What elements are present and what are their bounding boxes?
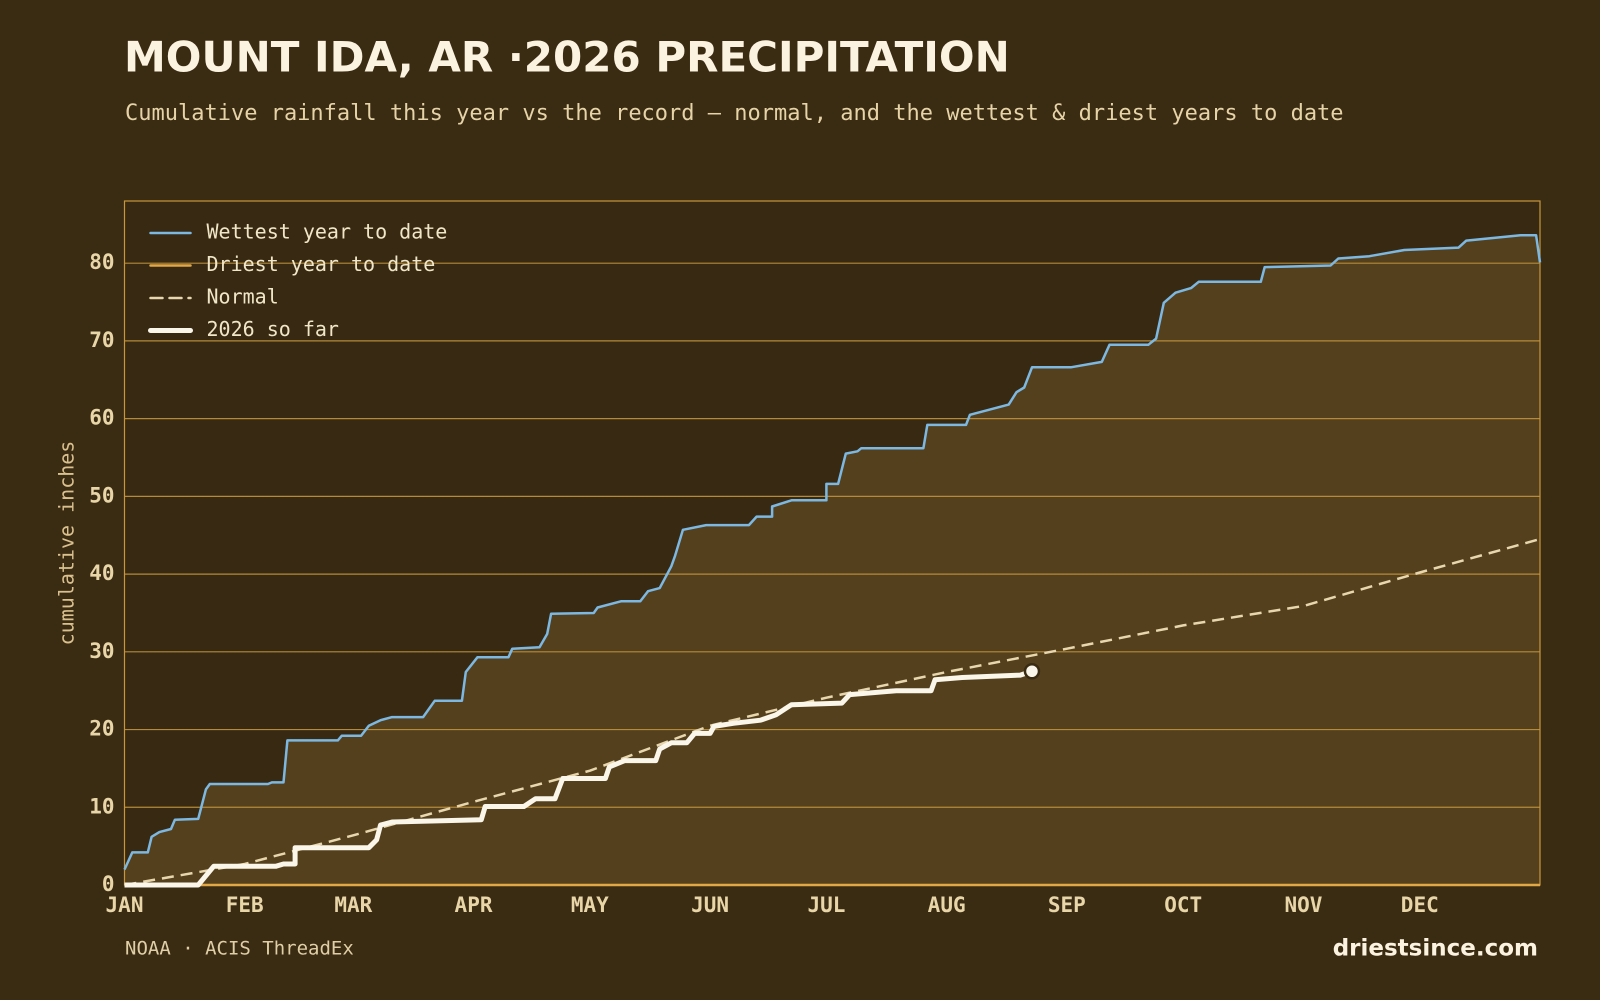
chart-title: MOUNT IDA, AR ·2026 PRECIPITATION [124, 33, 1010, 82]
x-tick-label: SEP [1048, 893, 1086, 917]
y-tick-label: 50 [89, 483, 114, 507]
credit: driestsince.com [1333, 936, 1538, 962]
legend-label: Wettest year to date [207, 220, 448, 244]
y-tick-label: 10 [89, 794, 114, 818]
series-line [124, 537, 1541, 887]
end-marker [1023, 663, 1041, 680]
range-fill [124, 235, 1540, 885]
x-tick-label: AUG [928, 893, 966, 917]
x-tick-label: MAR [334, 893, 372, 917]
y-tick-label: 60 [89, 406, 114, 430]
legend-label: Normal [207, 285, 279, 309]
x-tick-label: NOV [1284, 893, 1322, 917]
y-tick-label: 30 [89, 639, 114, 663]
x-tick-label: FEB [226, 893, 264, 917]
series-line [124, 668, 1033, 888]
x-tick-label: JUN [691, 893, 729, 917]
y-tick-label: 80 [89, 250, 114, 274]
x-tick-label: JUL [807, 893, 845, 917]
y-axis-label: cumulative inches [55, 441, 79, 646]
y-tick-label: 0 [102, 872, 115, 896]
legend-label: Driest year to date [207, 252, 436, 276]
series-line [123, 233, 1542, 871]
x-tick-label: DEC [1401, 893, 1439, 917]
x-tick-label: OCT [1164, 893, 1202, 917]
chart-subtitle: Cumulative rainfall this year vs the rec… [125, 101, 1344, 126]
x-tick-label: MAY [571, 893, 609, 917]
y-tick-label: 40 [89, 561, 114, 585]
legend-label: 2026 so far [207, 317, 339, 341]
x-tick-label: JAN [106, 893, 144, 917]
source: NOAA · ACIS ThreadEx [125, 938, 354, 960]
plot-layer: 0 10 20 30 40 50 60 70 80 JAN FEB MAR APR MAY JUN JUL AU… [89, 200, 1542, 917]
x-tick-label: APR [455, 893, 493, 917]
y-tick-label: 70 [89, 328, 114, 352]
y-tick-label: 20 [89, 717, 114, 741]
